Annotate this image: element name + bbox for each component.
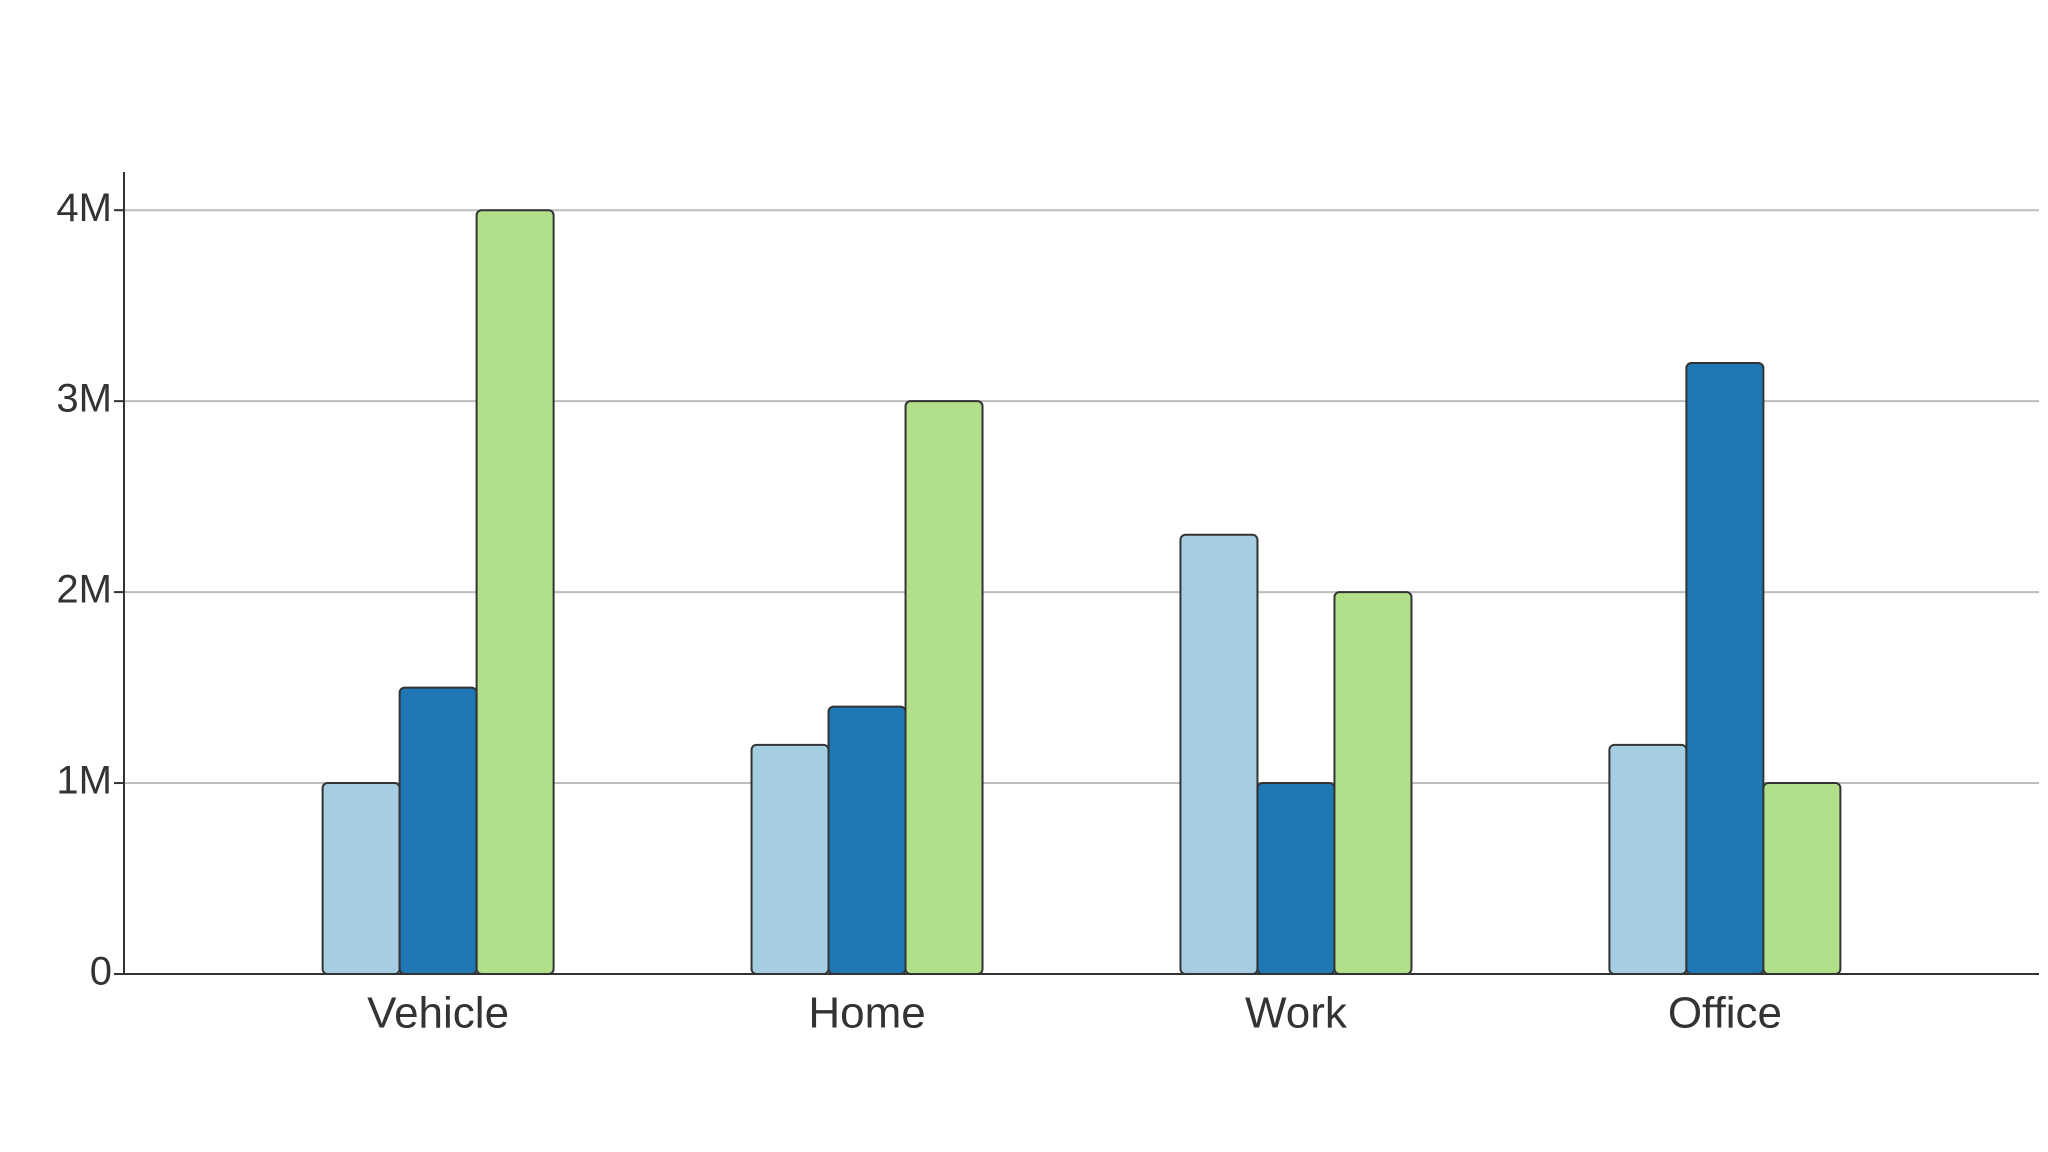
bar (475, 209, 555, 975)
bar (1762, 782, 1842, 975)
bar (1608, 743, 1688, 975)
bar (904, 400, 984, 975)
x-tick-label: Home (808, 989, 925, 1038)
bar (398, 686, 478, 975)
y-tick-label: 4M (56, 186, 112, 230)
x-tick-label: Office (1668, 989, 1782, 1038)
bar (1179, 533, 1259, 975)
bar (321, 782, 401, 975)
y-tick-label: 0 (90, 950, 112, 994)
bar (1333, 591, 1413, 975)
y-tick-label: 3M (56, 377, 112, 421)
x-tick-label: Vehicle (367, 989, 509, 1038)
y-tick-label: 2M (56, 568, 112, 612)
bar (1685, 361, 1765, 975)
bar (827, 705, 907, 976)
x-tick-label: Work (1245, 989, 1348, 1038)
bar (1256, 782, 1336, 975)
bar (750, 743, 830, 975)
y-tick-label: 1M (56, 759, 112, 803)
